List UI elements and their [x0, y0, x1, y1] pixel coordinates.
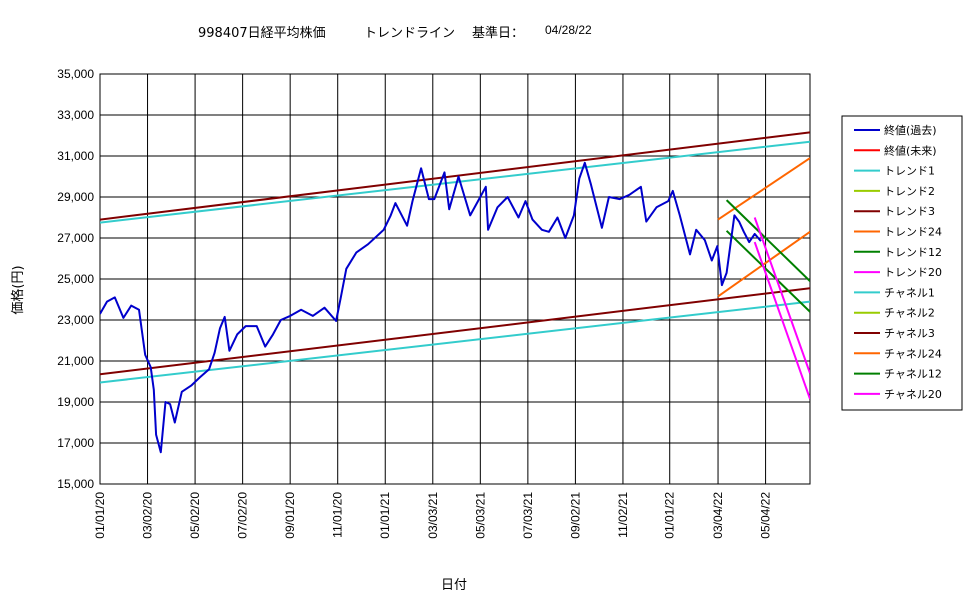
x-tick-label: 05/02/20	[188, 492, 202, 539]
series-line-line-2	[100, 140, 810, 224]
legend-item-label: 終値(未来)	[884, 143, 937, 157]
legend-item-label: チャネル3	[884, 327, 935, 340]
legend-item-label: トレンド24	[884, 226, 942, 239]
y-tick-label: 17,000	[57, 436, 94, 450]
y-tick-label: 21,000	[57, 354, 94, 368]
legend-item-label: チャネル12	[884, 368, 942, 381]
legend-item-label: トレンド3	[884, 205, 935, 218]
legend-item-label: チャネル2	[884, 307, 935, 320]
chart-title-trend: トレンドライン	[364, 26, 456, 41]
series-line-line-10	[100, 287, 810, 376]
x-tick-label: 03/02/20	[141, 492, 155, 539]
y-tick-label: 31,000	[57, 149, 94, 163]
plot-border	[99, 73, 811, 485]
x-tick-label: 11/01/20	[331, 492, 345, 538]
legend-item-label: チャネル1	[884, 286, 935, 299]
y-tick-label: 15,000	[57, 477, 94, 491]
x-tick-label: 01/01/20	[93, 492, 107, 539]
chart-title: 998407日経平均株価 トレンドライン 基準日： 04/28/22	[0, 22, 975, 42]
series-line-line-6	[725, 199, 810, 282]
y-tick-labels: 15,000 17,000 19,000 21,000 23,000 25,000 27,0…	[57, 67, 94, 491]
series-line-line-4	[100, 131, 810, 221]
legend-item-label: トレンド12	[884, 246, 942, 259]
legend-item-label: 終値(過去)	[884, 123, 937, 137]
x-tick-label: 05/04/22	[759, 492, 773, 539]
series-line-line-11	[717, 230, 810, 298]
x-tick-labels: 01/01/20 03/02/20 05/02/20 07/02/20 09/01/20…	[93, 492, 773, 539]
y-tick-label: 25,000	[57, 272, 94, 286]
x-tick-label: 07/02/20	[236, 492, 250, 539]
legend: 終値(過去) 終値(未来) トレンド1 トレンド2 トレンド3 トレンド24 トレンド12 ト…	[841, 115, 963, 411]
legend-box	[841, 115, 963, 411]
x-tick-label: 09/02/21	[568, 492, 582, 539]
chart-title-code: 998407日経平均株価	[198, 26, 326, 41]
x-tick-label: 03/03/21	[426, 492, 440, 539]
trend-lines	[100, 131, 810, 454]
x-tick-label: 05/03/21	[473, 492, 487, 539]
y-tick-label: 35,000	[57, 67, 94, 81]
x-axis-label: 日付	[441, 578, 467, 593]
legend-item-label: トレンド1	[884, 165, 935, 178]
x-tick-label: 03/04/22	[711, 492, 725, 539]
grid	[99, 73, 811, 485]
legend-item-label: トレンド2	[884, 185, 935, 198]
y-tick-label: 33,000	[57, 108, 94, 122]
x-tick-label: 01/01/21	[378, 492, 392, 539]
legend-item-label: チャネル20	[884, 388, 942, 401]
series-line-line-13	[753, 241, 810, 400]
y-tick-label: 23,000	[57, 313, 94, 327]
legend-item-label: チャネル24	[884, 347, 942, 360]
legend-item-label: トレンド20	[884, 266, 942, 279]
series-line-line-8	[100, 300, 810, 384]
chart-title-base-label: 基準日：	[472, 26, 525, 41]
y-axis-label: 価格(円)	[10, 265, 26, 314]
x-tick-label: 01/01/22	[663, 492, 677, 539]
x-tick-label: 07/03/21	[521, 492, 535, 539]
chart-title-base-date: 04/28/22	[545, 23, 592, 37]
y-tick-label: 29,000	[57, 190, 94, 204]
series-line-line-7	[753, 217, 810, 374]
x-tick-label: 09/01/20	[283, 492, 297, 539]
series-line-line-5	[717, 157, 810, 221]
y-tick-label: 19,000	[57, 395, 94, 409]
x-tick-label: 11/02/21	[616, 492, 630, 538]
series-line-line-12	[725, 230, 810, 313]
y-tick-label: 27,000	[57, 231, 94, 245]
series-line-close-past	[100, 161, 762, 454]
